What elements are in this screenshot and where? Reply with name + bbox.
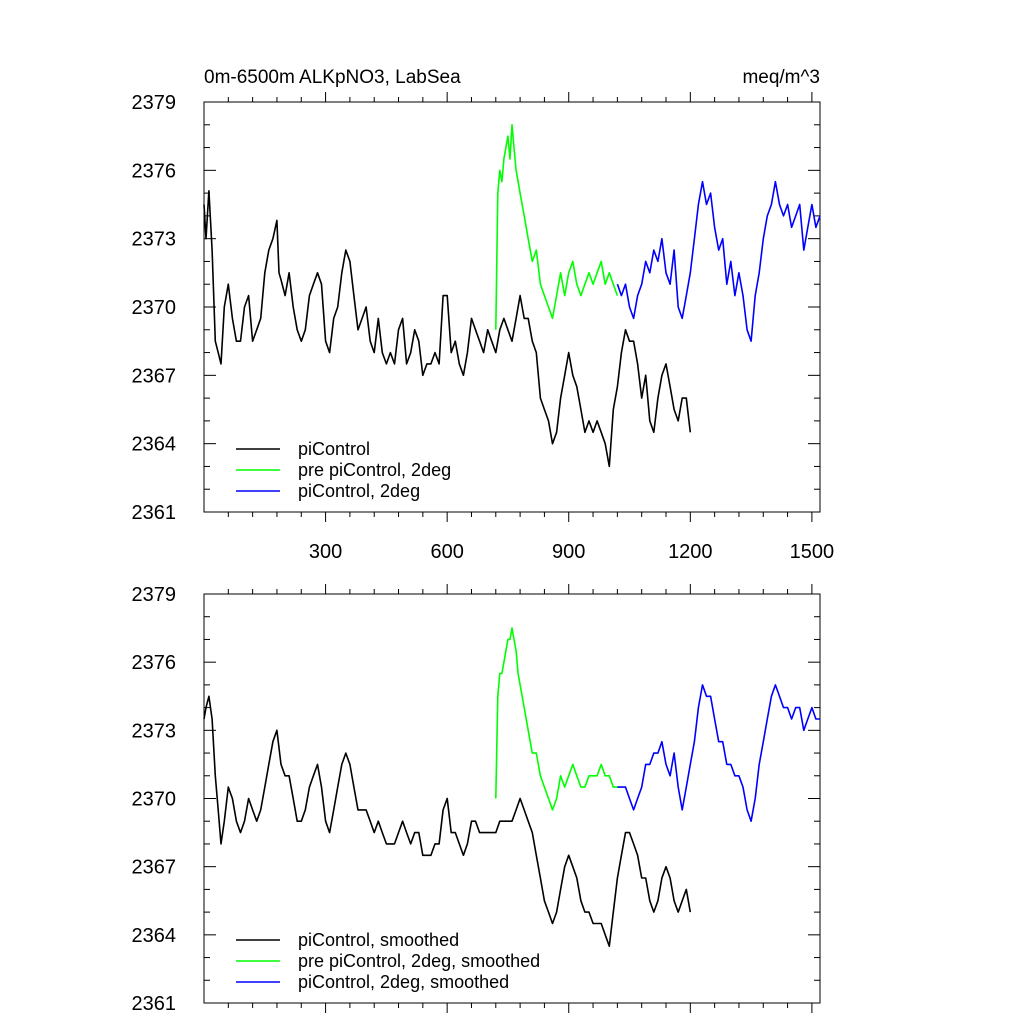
chart-bottom-legend-label: piControl, 2deg, smoothed [298, 972, 509, 992]
chart-top-panel: 0m-6500m ALKpNO3, LabSea meq/m^3 2361 236… [132, 67, 835, 563]
chart-bottom-series-1-line [495, 627, 618, 811]
chart-bottom-legend-label: piControl, smoothed [298, 930, 459, 950]
chart-bottom-series-0-line [203, 695, 692, 947]
chart-top-legend-label: pre piControl, 2deg [298, 460, 451, 480]
chart-bottom-legend-label: pre piControl, 2deg, smoothed [298, 951, 540, 971]
chart-top-ytick-label: 2361 [132, 502, 177, 524]
chart-top-legend-label: piControl [298, 439, 370, 459]
chart-bottom-ytick-label: 2364 [132, 925, 177, 947]
chart-top-series-1-line [495, 124, 619, 330]
chart-top-ytick-label: 2379 [132, 92, 177, 114]
chart-bottom-panel: 2361 2364 2367 2370 2373 2376 2379 piControl, s… [132, 584, 821, 1015]
chart-top-ytick-label: 2373 [132, 229, 177, 251]
chart-top-series-2-line [616, 180, 821, 342]
chart-top-ytick-label: 2364 [132, 434, 177, 456]
chart-bottom-ytick-label: 2379 [132, 584, 177, 606]
chart-top-xtick-label: 1200 [668, 541, 713, 563]
chart-top-title: 0m-6500m ALKpNO3, LabSea [204, 67, 461, 88]
chart-bottom-ytick-label: 2370 [132, 789, 177, 811]
chart-bottom-plot-frame [203, 593, 821, 1004]
chart-top-series-0-line [203, 190, 692, 468]
chart-top-plot-frame [203, 101, 821, 513]
chart-bottom-series-2-line [617, 684, 820, 822]
chart-top-ytick-label: 2367 [132, 365, 177, 387]
chart-top-xtick-label: 900 [552, 541, 585, 563]
chart-top-units: meq/m^3 [742, 67, 820, 88]
chart-top-ytick-label: 2376 [132, 160, 177, 182]
chart-top-xtick-label: 1500 [790, 541, 835, 563]
chart-bottom-ytick-label: 2367 [132, 857, 177, 879]
chart-bottom-ytick-label: 2376 [132, 652, 177, 674]
chart-top-ytick-label: 2370 [132, 297, 177, 319]
chart-bottom-ytick-label: 2361 [132, 993, 177, 1015]
chart-bottom-ytick-label: 2373 [132, 720, 177, 742]
chart-top-xtick-label: 600 [430, 541, 463, 563]
chart-top-xtick-label: 300 [309, 541, 342, 563]
chart-top-legend-label: piControl, 2deg [298, 481, 420, 501]
